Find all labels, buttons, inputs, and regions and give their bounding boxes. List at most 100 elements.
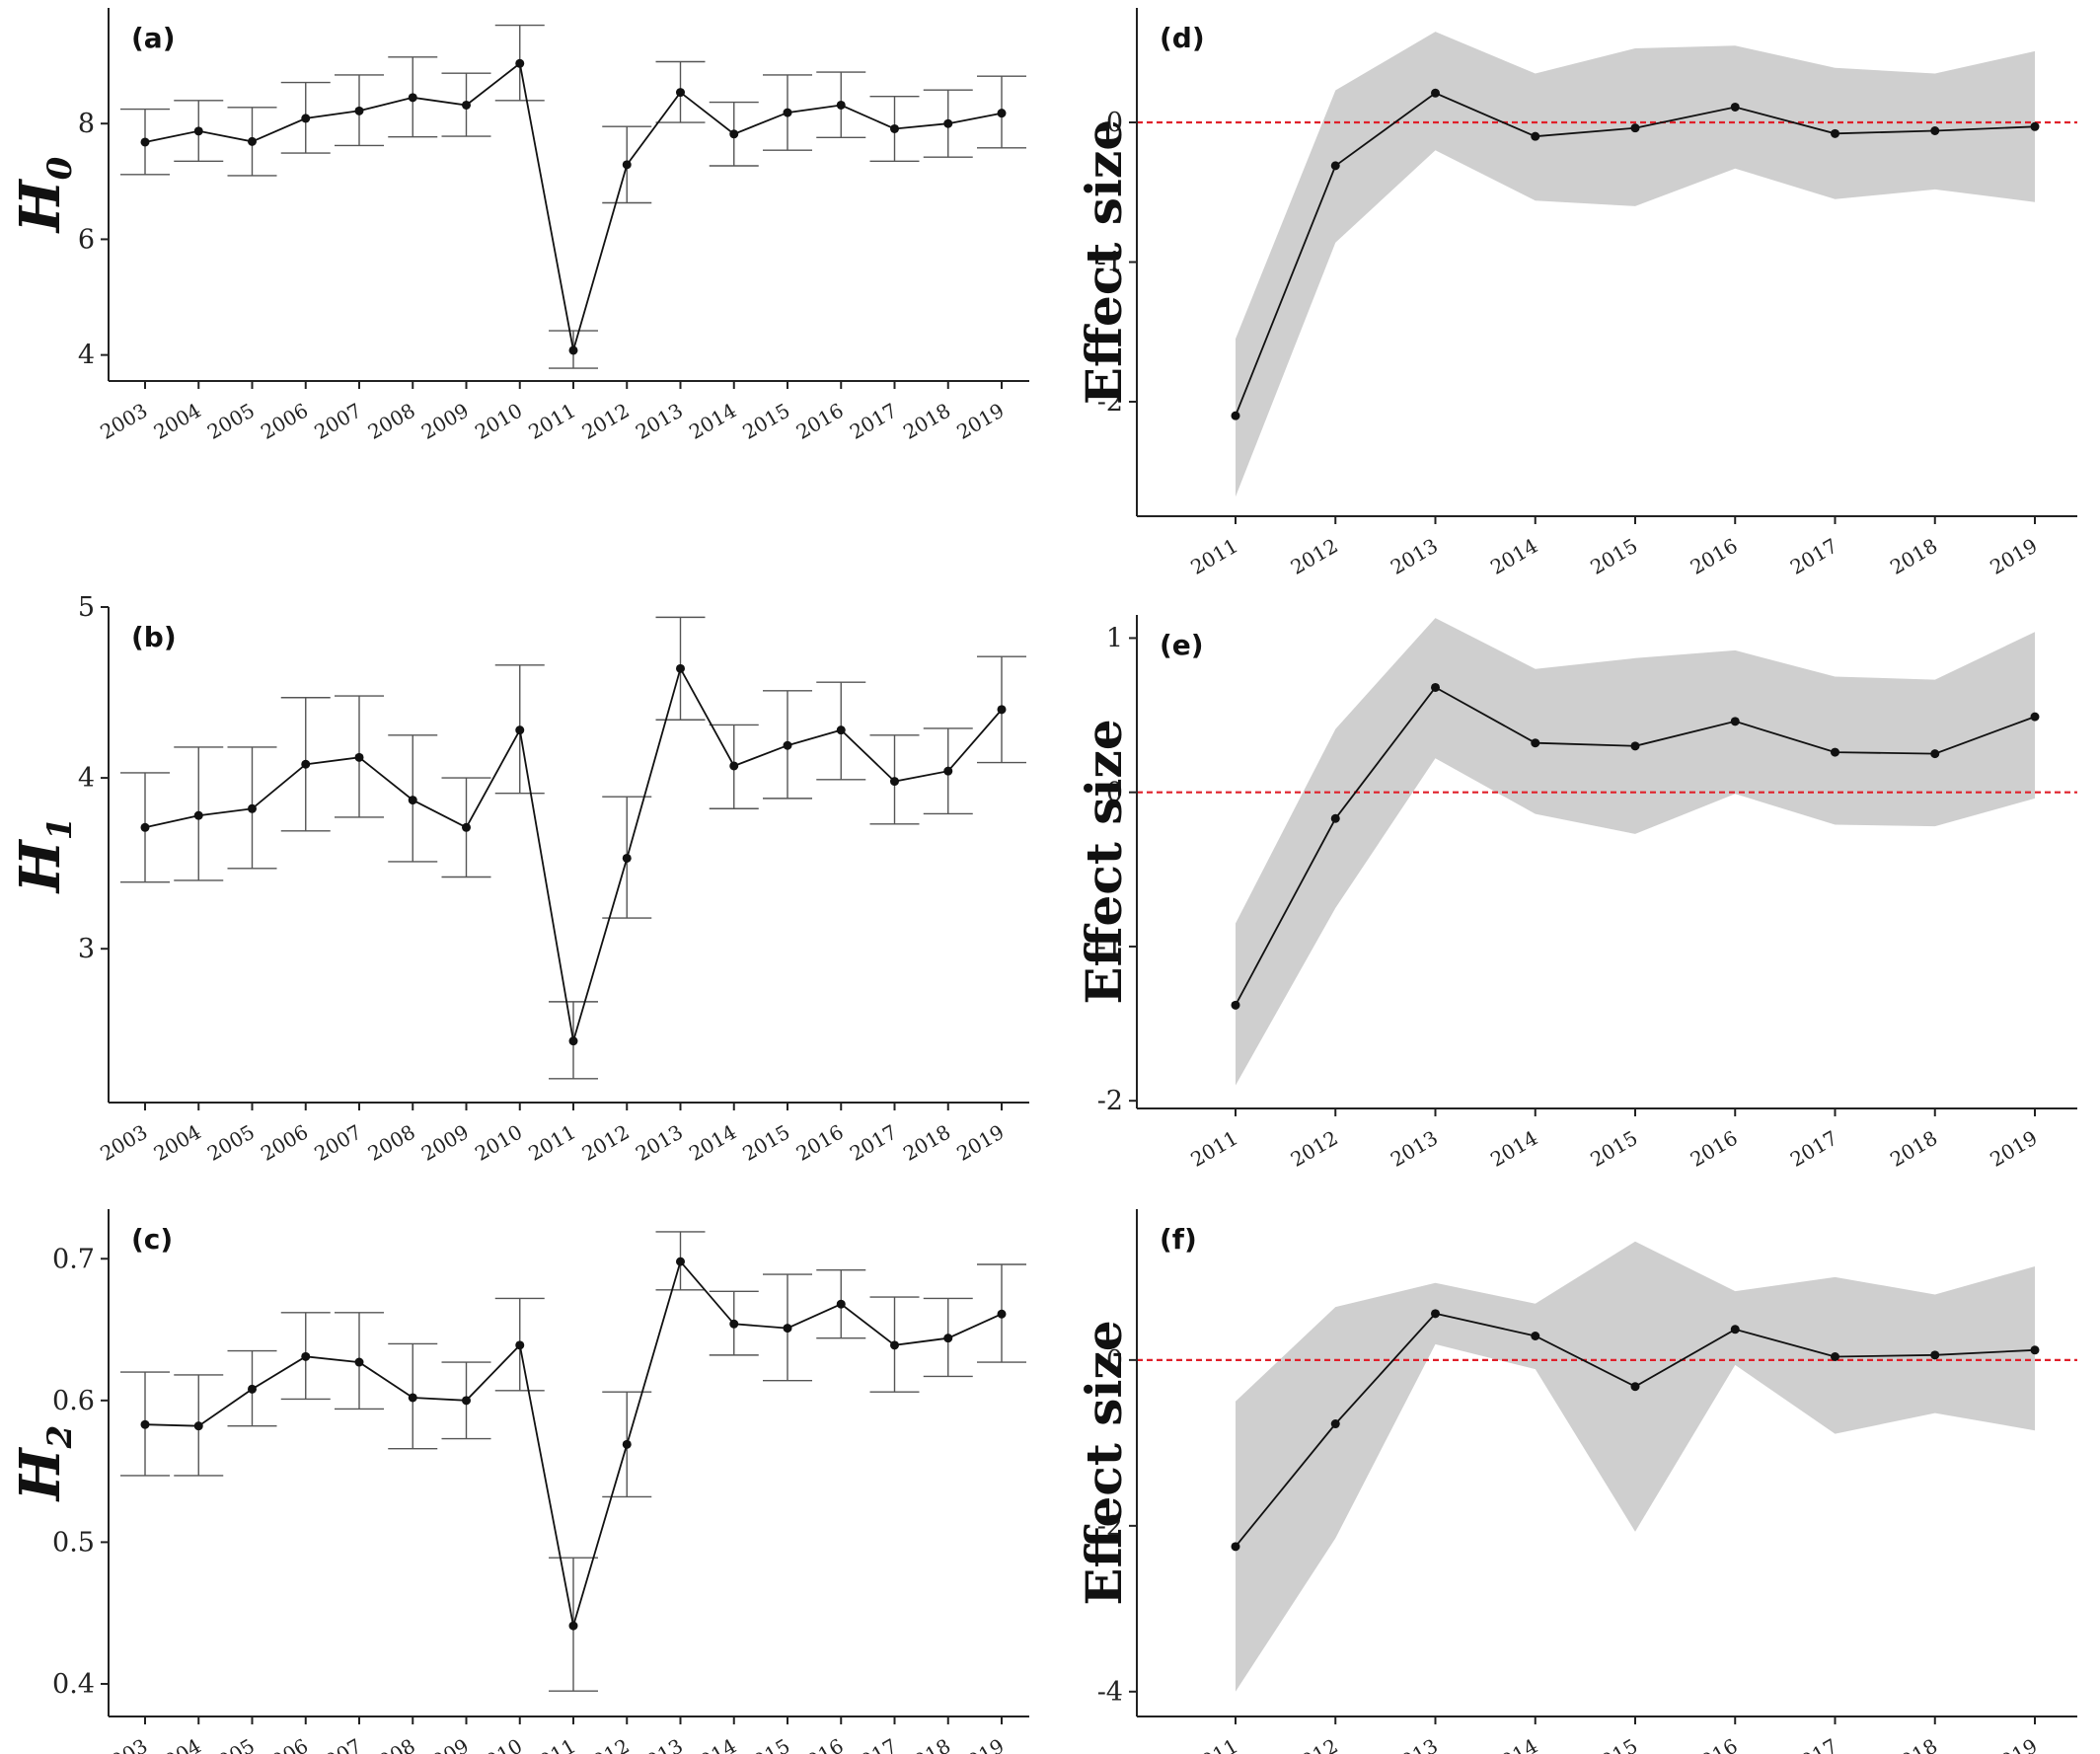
x-tick-label: 2008 [364, 1734, 419, 1754]
data-point [515, 58, 525, 68]
x-tick-label: 2011 [524, 1120, 579, 1166]
x-tick-label: 2013 [1387, 534, 1442, 579]
data-point [1730, 102, 1740, 112]
y-tick-label: 0.5 [52, 1527, 95, 1558]
x-tick-label: 2018 [899, 399, 954, 444]
data-point [1630, 1382, 1640, 1392]
data-point [408, 93, 417, 103]
data-point [193, 126, 203, 136]
data-point [2030, 712, 2040, 722]
data-point [515, 725, 525, 735]
x-tick-label: 2012 [1287, 1126, 1342, 1172]
y-tick-label: -1 [1097, 932, 1123, 962]
data-point [729, 129, 739, 139]
x-tick-label: 2017 [846, 1734, 901, 1754]
x-tick-label: 2017 [846, 399, 901, 444]
data-point [1431, 682, 1440, 692]
x-tick-label: 2014 [685, 399, 740, 444]
data-point [890, 123, 899, 133]
data-point [1930, 1350, 1940, 1360]
x-tick-label: 2013 [632, 1120, 687, 1166]
panel-label: (f) [1160, 1223, 1197, 1256]
data-point [676, 663, 685, 673]
x-tick-label: 2003 [96, 1734, 151, 1754]
x-tick-label: 2018 [1886, 1734, 1941, 1754]
data-point [729, 761, 739, 771]
y-axis-label: Effect size [1075, 719, 1133, 1004]
x-tick-label: 2009 [417, 1120, 473, 1166]
x-tick-label: 2014 [1486, 1734, 1541, 1754]
x-tick-label: 2017 [1786, 534, 1841, 579]
data-point [1831, 1351, 1839, 1361]
x-tick-label: 2014 [1486, 534, 1541, 579]
x-tick-label: 2018 [899, 1120, 954, 1166]
y-tick-label: 3 [78, 934, 95, 964]
data-point [1930, 749, 1940, 759]
data-point [1730, 717, 1740, 726]
x-tick-label: 2014 [685, 1734, 740, 1754]
data-point [997, 109, 1007, 118]
panel-f: -4 -2 0 2011 2012 2013 2014 2015 2016 2017 2018 201… [1075, 1209, 2077, 1754]
data-point [248, 803, 257, 813]
series-line [144, 665, 1003, 1041]
x-tick-label: 2008 [364, 1120, 419, 1166]
y-tick-label: -2 [1097, 1511, 1123, 1542]
x-tick-label: 2007 [310, 1734, 365, 1754]
x-tick-label: 2019 [1986, 534, 2041, 579]
data-point [248, 136, 257, 146]
y-axis-label: Effect size [1075, 119, 1133, 405]
data-point [1630, 123, 1640, 133]
data-point [1730, 1325, 1740, 1335]
y-axis-label: H1 [8, 817, 80, 895]
data-point [836, 1299, 846, 1309]
data-point [1831, 747, 1839, 757]
y-axis-label: Effect size [1075, 1320, 1133, 1605]
data-point [783, 1324, 792, 1334]
data-point [1531, 131, 1540, 141]
series-line [144, 61, 1003, 351]
x-tick-label: 2017 [1786, 1126, 1841, 1172]
x-tick-label: 2008 [364, 399, 419, 444]
y-tick-label: 0.7 [52, 1244, 95, 1274]
data-point [408, 796, 417, 805]
x-tick-label: 2010 [471, 1734, 526, 1754]
data-point [943, 766, 953, 776]
data-point [622, 1439, 632, 1449]
x-tick-label: 2007 [310, 1120, 365, 1166]
confidence-band [1236, 618, 2035, 1086]
data-point [1531, 738, 1540, 748]
data-point [943, 1334, 953, 1343]
x-tick-label: 2014 [685, 1120, 740, 1166]
y-tick-label: -2 [1097, 387, 1123, 418]
data-point [836, 100, 846, 110]
x-tick-label: 2006 [257, 1734, 312, 1754]
x-tick-label: 2004 [150, 399, 205, 444]
data-point [1531, 1332, 1540, 1340]
data-point [248, 1384, 257, 1394]
data-point [783, 740, 792, 750]
x-tick-label: 2010 [471, 399, 526, 444]
x-tick-label: 2015 [738, 1120, 793, 1166]
x-tick-label: 2011 [1186, 1126, 1241, 1172]
x-tick-label: 2005 [203, 1734, 259, 1754]
x-tick-label: 2013 [632, 1734, 687, 1754]
x-tick-label: 2019 [952, 399, 1008, 444]
data-point [462, 822, 471, 832]
data-point [1231, 1542, 1240, 1552]
y-tick-label: 0 [1106, 778, 1123, 808]
x-tick-label: 2018 [1886, 534, 1941, 579]
x-tick-label: 2011 [524, 1734, 579, 1754]
x-tick-label: 2013 [632, 399, 687, 444]
x-tick-label: 2014 [1486, 1126, 1541, 1172]
data-point [354, 752, 364, 762]
x-tick-label: 2013 [1387, 1734, 1442, 1754]
x-tick-label: 2013 [1387, 1126, 1442, 1172]
x-tick-label: 2005 [203, 399, 259, 444]
x-tick-label: 2016 [792, 1120, 848, 1166]
y-tick-label: -4 [1097, 1677, 1123, 1708]
panel-label: (e) [1160, 629, 1204, 661]
data-point [140, 822, 150, 832]
x-tick-label: 2011 [1186, 1734, 1241, 1754]
data-point [997, 705, 1007, 715]
